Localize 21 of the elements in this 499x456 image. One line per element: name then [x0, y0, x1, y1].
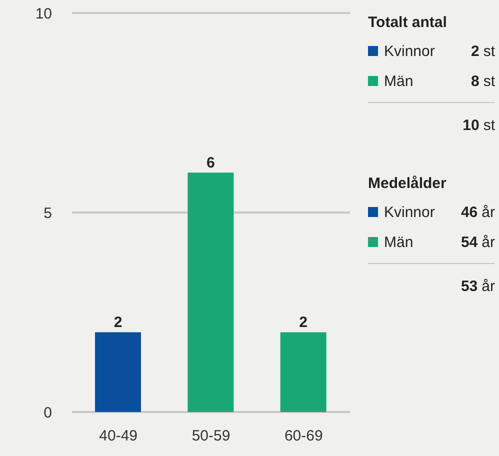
legend-label: Män — [384, 72, 414, 90]
text: 10 st — [462, 117, 495, 134]
x-tick-label: 50-59 — [192, 428, 230, 445]
data-label: 2 — [299, 314, 308, 332]
data-label: 8 st — [470, 72, 495, 90]
data-label: 2 — [114, 314, 122, 332]
legend-label: Kvinnor — [384, 42, 436, 60]
text: Kvinnor — [384, 204, 435, 220]
x-tick-label: 40-49 — [99, 428, 138, 445]
category-label: Totalt antal — [368, 14, 448, 33]
category-label: Medelålder — [368, 175, 448, 194]
text: 53 år — [460, 278, 495, 295]
data-label: 54 år — [460, 234, 495, 250]
text: Män — [384, 234, 414, 250]
data-label: 2 st — [470, 42, 495, 60]
x-tick-label: 60-69 — [284, 428, 323, 445]
y-tick-label: 10 — [35, 5, 52, 22]
y-tick-label: 0 — [44, 404, 52, 422]
data-label: 46 år — [460, 204, 495, 220]
data-label: 6 — [206, 154, 215, 172]
y-tick-label: 5 — [44, 204, 52, 222]
